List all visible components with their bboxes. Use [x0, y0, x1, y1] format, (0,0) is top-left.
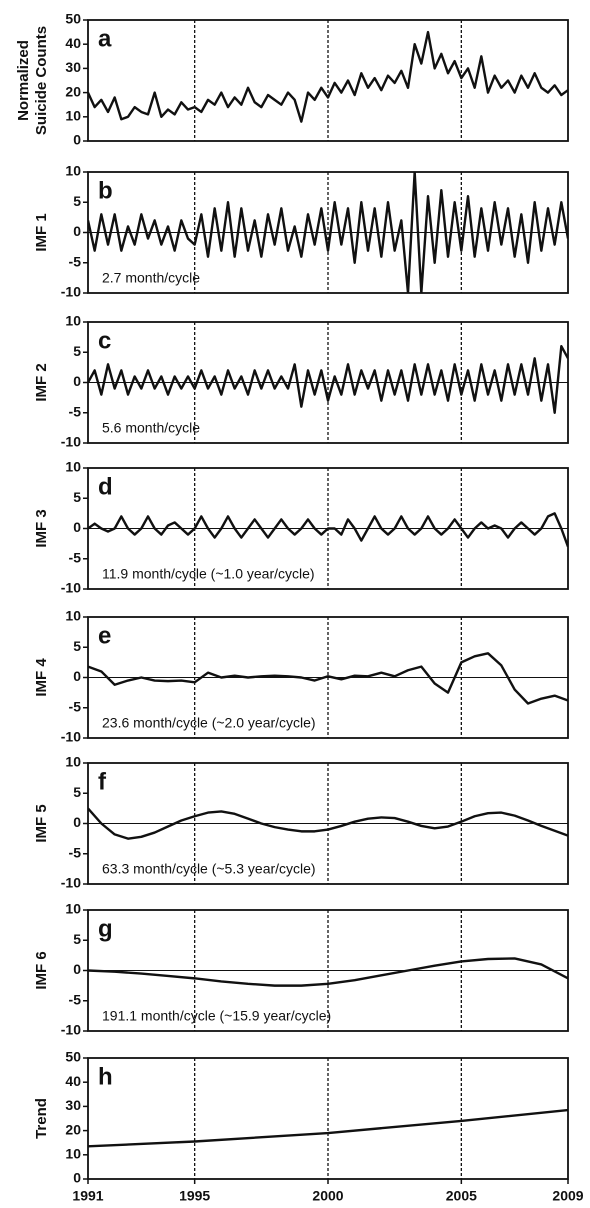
y-tick-label: -5	[69, 549, 82, 565]
y-axis-label: IMF 6	[33, 951, 50, 989]
y-tick-label: 5	[73, 638, 81, 654]
y-tick-label: 30	[65, 1097, 81, 1113]
y-tick-label: 0	[73, 961, 81, 977]
x-tick-label: 2000	[312, 1188, 343, 1204]
annotation: 63.3 month/cycle (~5.3 year/cycle)	[102, 861, 316, 877]
plot-frame	[87, 762, 569, 885]
y-tick-label: 0	[73, 223, 81, 239]
y-tick-label: -10	[61, 729, 81, 745]
plot	[88, 345, 568, 414]
annotation: 5.6 month/cycle	[102, 420, 200, 436]
y-tick-label: 5	[73, 489, 81, 505]
y-tick-label: -10	[61, 580, 81, 596]
data-line	[88, 807, 568, 840]
panel-letter: c	[98, 327, 111, 354]
plot-frame	[87, 171, 569, 294]
data-line	[88, 512, 568, 548]
panel-letter: e	[98, 622, 111, 649]
data-line	[88, 1108, 568, 1148]
panel-letter: a	[98, 25, 112, 52]
plot	[88, 957, 568, 987]
y-tick-label: -5	[69, 253, 82, 269]
y-tick-label: 5	[73, 931, 81, 947]
y-tick-label: 0	[73, 668, 81, 684]
y-axis-label: IMF 4	[33, 658, 50, 697]
y-tick-label: 50	[65, 11, 81, 27]
data-line	[88, 957, 568, 987]
y-tick-label: 10	[65, 163, 81, 179]
annotation: 2.7 month/cycle	[102, 270, 200, 286]
y-tick-label: 10	[65, 608, 81, 624]
plot-frame	[87, 467, 569, 590]
plot-frame	[87, 321, 569, 444]
y-tick-label: 0	[73, 519, 81, 535]
y-tick-label: 0	[73, 1170, 81, 1186]
y-tick-label: 20	[65, 1121, 81, 1137]
y-tick-label: 30	[65, 59, 81, 75]
y-tick-label: 10	[65, 313, 81, 329]
x-tick-label: 2005	[446, 1188, 477, 1204]
y-tick-label: 10	[65, 754, 81, 770]
y-tick-label: -5	[69, 844, 82, 860]
y-tick-label: 0	[73, 814, 81, 830]
panel-letter: d	[98, 473, 113, 500]
plot-frame	[87, 909, 569, 1032]
plot-frame	[87, 19, 569, 142]
panel-letter: g	[98, 915, 113, 942]
plot	[88, 1108, 568, 1148]
y-axis-label: Normalized	[15, 40, 32, 121]
plot	[88, 172, 568, 293]
plot	[88, 30, 568, 123]
data-line	[88, 652, 568, 705]
x-tick-label: 1995	[179, 1188, 210, 1204]
plot-frame	[87, 616, 569, 739]
y-axis-label: Trend	[33, 1098, 50, 1139]
annotation: 191.1 month/cycle (~15.9 year/cycle)	[102, 1008, 331, 1024]
x-tick-label: 2009	[552, 1188, 583, 1204]
panel-letter: f	[98, 768, 107, 795]
y-tick-label: 20	[65, 83, 81, 99]
y-tick-label: 5	[73, 193, 81, 209]
data-line	[88, 172, 568, 293]
y-axis-label: IMF 5	[33, 804, 50, 842]
data-line	[88, 30, 568, 123]
y-tick-label: -10	[61, 875, 81, 891]
y-tick-label: 0	[73, 373, 81, 389]
y-tick-label: 40	[65, 1073, 81, 1089]
y-tick-label: -10	[61, 434, 81, 450]
y-axis-label: Suicide Counts	[33, 26, 50, 135]
y-tick-label: 10	[65, 459, 81, 475]
annotation: 11.9 month/cycle (~1.0 year/cycle)	[102, 566, 315, 582]
data-line	[88, 345, 568, 414]
y-tick-label: -10	[61, 284, 81, 300]
y-tick-label: 5	[73, 343, 81, 359]
y-tick-label: 10	[65, 108, 81, 124]
y-tick-label: 40	[65, 35, 81, 51]
y-tick-label: 0	[73, 132, 81, 148]
panel-letter: b	[98, 177, 113, 204]
annotation: 23.6 month/cycle (~2.0 year/cycle)	[102, 715, 316, 731]
y-axis-label: IMF 3	[33, 509, 50, 547]
y-tick-label: -5	[69, 698, 82, 714]
x-tick-label: 1991	[72, 1188, 103, 1204]
y-tick-label: 10	[65, 1146, 81, 1162]
y-axis-label: IMF 2	[33, 363, 50, 401]
y-axis-label: IMF 1	[33, 213, 50, 251]
panel-letter: h	[98, 1063, 113, 1090]
y-tick-label: 50	[65, 1049, 81, 1065]
y-tick-label: 5	[73, 784, 81, 800]
y-tick-label: -5	[69, 403, 82, 419]
plot	[88, 512, 568, 548]
y-tick-label: 10	[65, 901, 81, 917]
plot	[88, 807, 568, 840]
y-tick-label: -5	[69, 991, 82, 1007]
plot-frame	[87, 1057, 569, 1180]
plot	[88, 652, 568, 705]
y-tick-label: -10	[61, 1022, 81, 1038]
